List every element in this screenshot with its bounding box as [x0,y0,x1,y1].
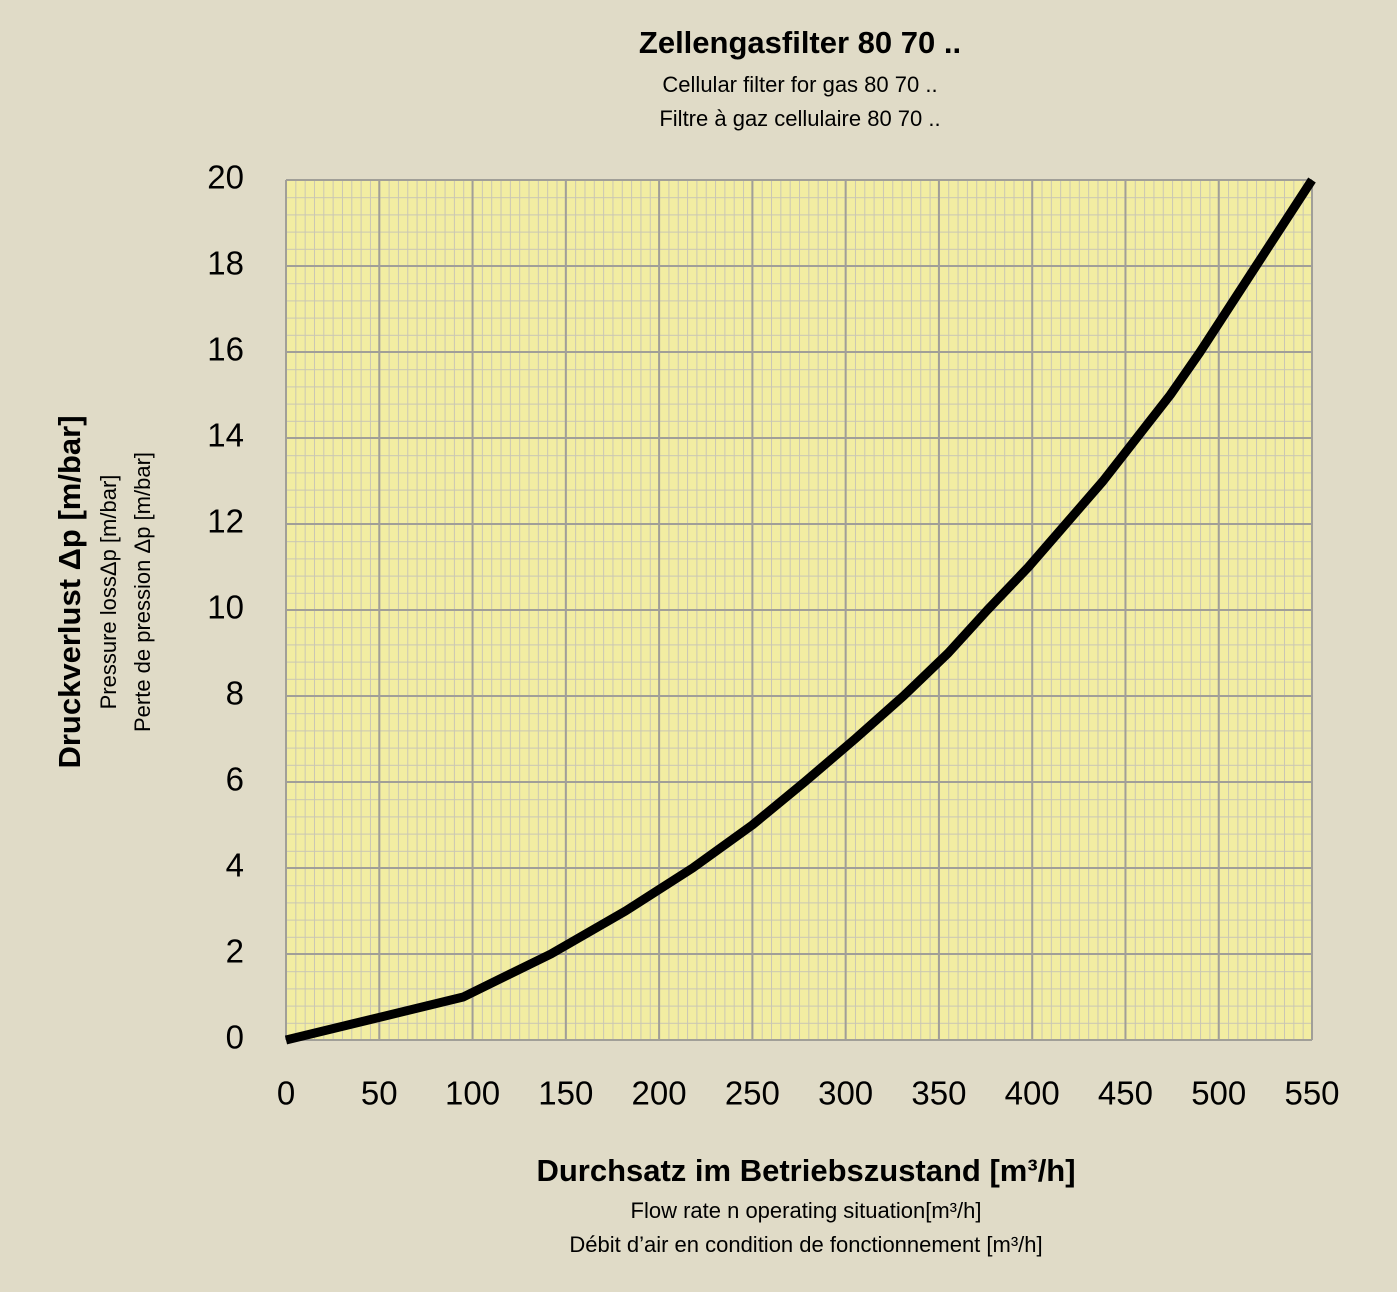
subtitle: Filtre à gaz cellulaire 80 70 .. [659,106,940,131]
x-tick-label: 400 [1005,1075,1060,1112]
x-tick-label: 550 [1284,1075,1339,1112]
x-tick-label: 150 [538,1075,593,1112]
y-tick-label: 20 [207,159,244,196]
y-axis-subtitle: Pressure lossΔp [m/bar] [96,475,121,710]
x-tick-label: 50 [361,1075,398,1112]
x-tick-label: 300 [818,1075,873,1112]
y-tick-label: 18 [207,245,244,282]
x-axis-subtitle: Débit d’air en condition de fonctionneme… [569,1232,1042,1257]
subtitle: Cellular filter for gas 80 70 .. [662,72,937,97]
y-tick-label: 2 [226,933,244,970]
x-tick-label: 250 [725,1075,780,1112]
x-tick-label: 0 [277,1075,295,1112]
x-tick-label: 100 [445,1075,500,1112]
y-axis-subtitle: Perte de pression Δp [m/bar] [130,452,155,732]
x-axis-subtitle: Flow rate n operating situation[m³/h] [631,1198,982,1223]
x-tick-label: 350 [911,1075,966,1112]
data-line [284,177,1316,1045]
y-axis-title: Druckverlust Δp [m/bar] [52,415,87,768]
y-tick-label: 8 [226,675,244,712]
x-tick-label: 450 [1098,1075,1153,1112]
y-tick-label: 10 [207,589,244,626]
y-tick-label: 6 [226,761,244,798]
x-axis-title: Durchsatz im Betriebszustand [m³/h] [536,1153,1075,1188]
y-tick-label: 14 [207,417,244,454]
y-tick-label: 4 [226,847,244,884]
y-tick-label: 12 [207,503,244,540]
x-tick-label: 500 [1191,1075,1246,1112]
y-tick-label: 0 [226,1019,244,1056]
y-tick-label: 16 [207,331,244,368]
x-tick-label: 200 [632,1075,687,1112]
chart-title: Zellengasfilter 80 70 .. [639,25,961,60]
